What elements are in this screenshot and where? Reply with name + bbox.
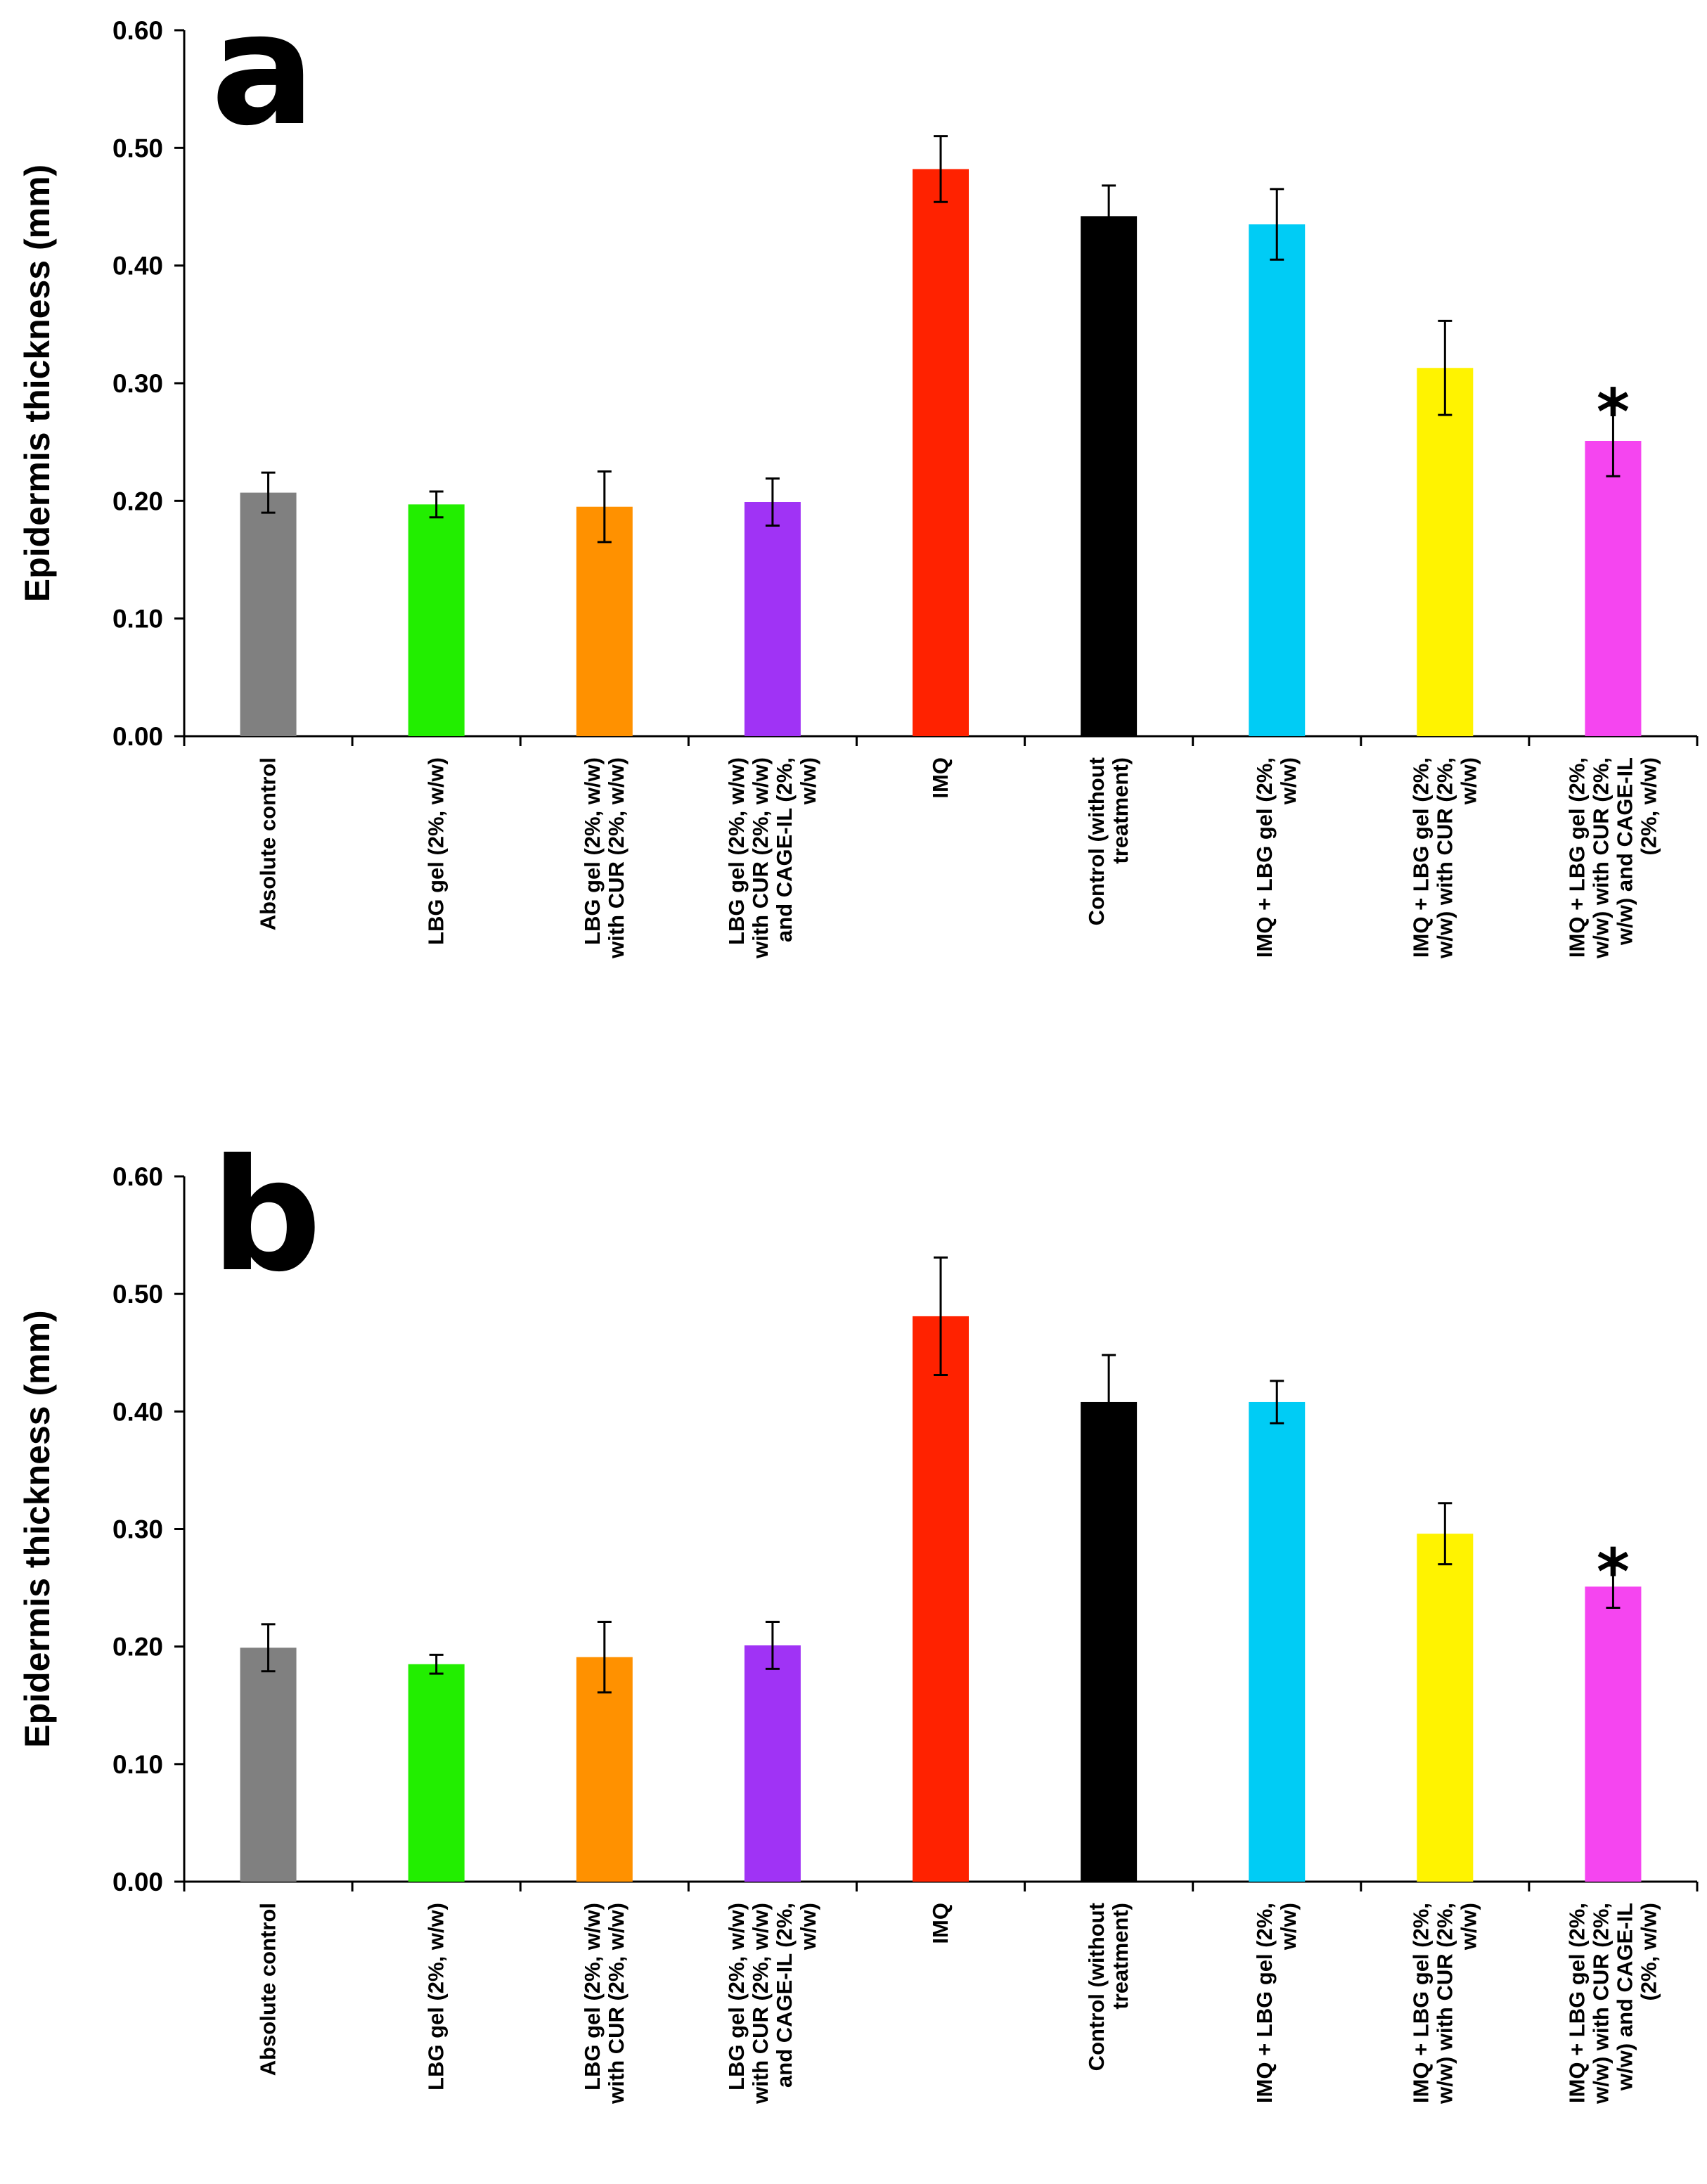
x-tick-label: w/w) and CAGE-IL (1612, 1903, 1637, 2091)
x-tick-label: w/w) with CUR (2%, (1588, 1903, 1613, 2105)
y-tick-label: 0.60 (112, 1162, 163, 1191)
x-tick-label: treatment) (1108, 757, 1133, 864)
x-tick-label: w/w) (1276, 757, 1301, 805)
bar (408, 504, 465, 736)
bar (1417, 368, 1474, 736)
x-tick-label: IMQ + LBG gel (2%, (1252, 757, 1277, 958)
y-tick-label: 0.30 (112, 369, 163, 398)
bar (1081, 216, 1138, 736)
x-tick-label: (2%, w/w) (1636, 1903, 1661, 2001)
x-tick-label: w/w) (1456, 1903, 1481, 1951)
x-tick-label: Control (without (1084, 1903, 1109, 2071)
x-tick-label: Absolute control (256, 757, 281, 930)
x-tick-label: IMQ + LBG gel (2%, (1564, 1903, 1589, 2103)
x-tick-label: w/w) with CUR (2%, (1588, 757, 1613, 959)
x-tick-label: IMQ + LBG gel (2%, (1408, 1903, 1433, 2103)
x-tick-label: LBG gel (2%, w/w) (724, 757, 749, 945)
x-tick-label: w/w) (796, 757, 820, 805)
x-tick-label: w/w) and CAGE-IL (1612, 757, 1637, 946)
significance-asterisk: * (1597, 1535, 1630, 1609)
y-tick-label: 0.50 (112, 1280, 163, 1309)
y-tick-label: 0.20 (112, 1633, 163, 1662)
x-tick-label: treatment) (1108, 1903, 1133, 2010)
bar (576, 1657, 633, 1882)
y-tick-label: 0.40 (112, 252, 163, 281)
bar (913, 1316, 969, 1882)
x-tick-label: with CUR (2%, w/w) (604, 757, 629, 959)
y-tick-label: 0.10 (112, 605, 163, 634)
significance-asterisk: * (1597, 375, 1630, 449)
x-tick-label: IMQ + LBG gel (2%, (1564, 757, 1589, 958)
bar (240, 1647, 297, 1882)
bar (913, 169, 969, 736)
x-tick-label: w/w) with CUR (2%, (1432, 757, 1457, 959)
x-tick-label: w/w) (796, 1903, 820, 1951)
bar (240, 492, 297, 736)
x-tick-label: with CUR (2%, w/w) (604, 1903, 629, 2105)
bar (1249, 1401, 1306, 1882)
y-tick-label: 0.50 (112, 134, 163, 162)
bar (744, 1645, 801, 1882)
bar (1585, 440, 1642, 736)
x-tick-label: w/w) (1276, 1903, 1301, 1951)
bar (408, 1664, 465, 1882)
x-tick-label: IMQ + LBG gel (2%, (1252, 1903, 1277, 2103)
x-tick-label: and CAGE-IL (2%, (772, 1903, 797, 2088)
x-tick-label: IMQ (928, 757, 953, 799)
bar (576, 506, 633, 736)
bar (744, 502, 801, 736)
y-tick-label: 0.20 (112, 487, 163, 515)
x-tick-label: with CUR (2%, w/w) (748, 757, 773, 959)
bar (1417, 1534, 1474, 1882)
x-tick-label: LBG gel (2%, w/w) (424, 1903, 449, 2090)
y-tick-label: 0.40 (112, 1397, 163, 1426)
bar (1585, 1586, 1642, 1882)
x-tick-label: LBG gel (2%, w/w) (580, 757, 605, 945)
y-axis-title: Epidermis thickness (mm) (18, 165, 57, 602)
bar (1081, 1401, 1138, 1882)
x-tick-label: with CUR (2%, w/w) (748, 1903, 773, 2105)
x-tick-label: LBG gel (2%, w/w) (724, 1903, 749, 2090)
y-tick-label: 0.30 (112, 1515, 163, 1544)
x-tick-label: and CAGE-IL (2%, (772, 757, 797, 942)
x-tick-label: Control (without (1084, 757, 1109, 925)
chart-panel-a: 0.00 0.10 0.20 0.30 0.40 0.50 0.60 Epidermis th… (18, 0, 1699, 959)
panel-label: b (211, 1126, 321, 1306)
y-tick-label: 0.10 (112, 1750, 163, 1779)
bar (1249, 224, 1306, 737)
x-tick-label: (2%, w/w) (1636, 757, 1661, 856)
chart-panel-b: 0.00 0.10 0.20 0.30 0.40 0.50 0.60 Epidermis th… (18, 1126, 1699, 2105)
x-tick-label: Absolute control (256, 1903, 281, 2076)
y-tick-label: 0.00 (112, 1868, 163, 1896)
x-tick-label: w/w) with CUR (2%, (1432, 1903, 1457, 2105)
x-tick-label: w/w) (1456, 757, 1481, 805)
y-tick-label: 0.00 (112, 722, 163, 751)
y-tick-label: 0.60 (112, 16, 163, 45)
x-tick-label: IMQ (928, 1903, 953, 1944)
x-tick-label: LBG gel (2%, w/w) (580, 1903, 605, 2090)
x-tick-label: LBG gel (2%, w/w) (424, 757, 449, 945)
panel-label: a (211, 0, 315, 160)
x-tick-label: IMQ + LBG gel (2%, (1408, 757, 1433, 958)
y-axis-title: Epidermis thickness (mm) (18, 1310, 57, 1747)
